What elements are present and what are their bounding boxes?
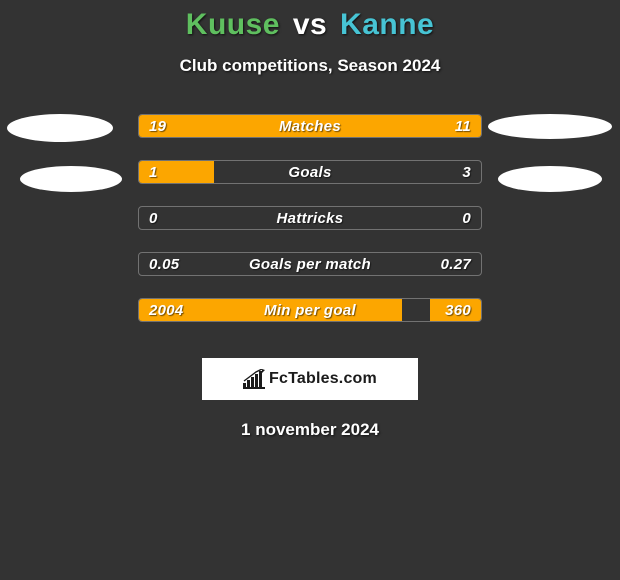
stat-bar: 0.050.27Goals per match	[138, 252, 482, 276]
comparison-card: Kuuse vs Kanne Club competitions, Season…	[0, 0, 620, 580]
stat-rows: 1911Matches 13Goals 00Hattricks 0.050.27Goa…	[0, 114, 620, 344]
chart-icon	[243, 369, 265, 389]
title: Kuuse vs Kanne	[0, 0, 620, 42]
stat-row: 1911Matches	[0, 114, 620, 160]
stat-row: 0.050.27Goals per match	[0, 252, 620, 298]
brand-box[interactable]: FcTables.com	[202, 358, 418, 400]
stat-row: 2004360Min per goal	[0, 298, 620, 344]
stat-bar: 00Hattricks	[138, 206, 482, 230]
stats-area: 1911Matches 13Goals 00Hattricks 0.050.27Goa…	[0, 114, 620, 344]
stat-label: Min per goal	[139, 299, 481, 322]
stat-label: Matches	[139, 115, 481, 138]
title-player1: Kuuse	[186, 8, 280, 41]
title-vs: vs	[293, 8, 327, 41]
brand-text: FcTables.com	[269, 370, 377, 388]
stat-bar: 13Goals	[138, 160, 482, 184]
stat-label: Goals	[139, 161, 481, 184]
title-player2: Kanne	[340, 8, 434, 41]
date: 1 november 2024	[0, 420, 620, 440]
stat-row: 00Hattricks	[0, 206, 620, 252]
stat-bar: 1911Matches	[138, 114, 482, 138]
stat-label: Hattricks	[139, 207, 481, 230]
stat-row: 13Goals	[0, 160, 620, 206]
stat-bar: 2004360Min per goal	[138, 298, 482, 322]
stat-label: Goals per match	[139, 253, 481, 276]
subtitle: Club competitions, Season 2024	[0, 56, 620, 76]
